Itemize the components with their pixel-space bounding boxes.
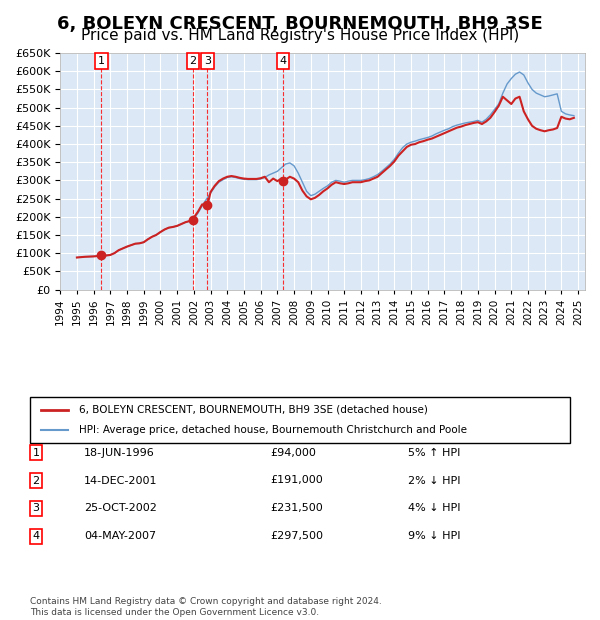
Text: 4: 4 [280, 56, 287, 66]
Text: HPI: Average price, detached house, Bournemouth Christchurch and Poole: HPI: Average price, detached house, Bour… [79, 425, 467, 435]
Text: 2% ↓ HPI: 2% ↓ HPI [408, 476, 461, 485]
Text: £94,000: £94,000 [270, 448, 316, 458]
Text: 5% ↑ HPI: 5% ↑ HPI [408, 448, 460, 458]
Text: 2: 2 [190, 56, 197, 66]
FancyBboxPatch shape [30, 397, 570, 443]
Text: £231,500: £231,500 [270, 503, 323, 513]
Text: 04-MAY-2007: 04-MAY-2007 [84, 531, 156, 541]
Text: £191,000: £191,000 [270, 476, 323, 485]
Text: £297,500: £297,500 [270, 531, 323, 541]
Text: 4: 4 [32, 531, 40, 541]
Text: 18-JUN-1996: 18-JUN-1996 [84, 448, 155, 458]
Text: 14-DEC-2001: 14-DEC-2001 [84, 476, 157, 485]
Text: Contains HM Land Registry data © Crown copyright and database right 2024.
This d: Contains HM Land Registry data © Crown c… [30, 598, 382, 617]
Text: 2: 2 [32, 476, 40, 485]
Text: 3: 3 [32, 503, 40, 513]
Text: 6, BOLEYN CRESCENT, BOURNEMOUTH, BH9 3SE: 6, BOLEYN CRESCENT, BOURNEMOUTH, BH9 3SE [57, 16, 543, 33]
Text: 1: 1 [98, 56, 105, 66]
Text: 1: 1 [32, 448, 40, 458]
Text: Price paid vs. HM Land Registry's House Price Index (HPI): Price paid vs. HM Land Registry's House … [81, 28, 519, 43]
Text: 4% ↓ HPI: 4% ↓ HPI [408, 503, 461, 513]
Text: 3: 3 [204, 56, 211, 66]
Text: 6, BOLEYN CRESCENT, BOURNEMOUTH, BH9 3SE (detached house): 6, BOLEYN CRESCENT, BOURNEMOUTH, BH9 3SE… [79, 405, 427, 415]
Text: 25-OCT-2002: 25-OCT-2002 [84, 503, 157, 513]
Text: 9% ↓ HPI: 9% ↓ HPI [408, 531, 461, 541]
